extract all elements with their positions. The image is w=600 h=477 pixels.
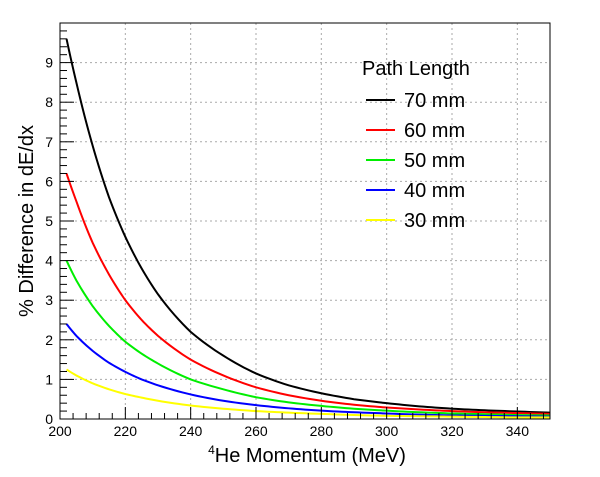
tick-labels: 200 220 240 260 280 300 320 340 0 1 2 3 4 5 6 7 8 9 [45,55,529,439]
y-tick-label: 8 [45,94,53,110]
y-tick-label: 0 [45,411,53,427]
legend-label: 30 mm [404,210,465,232]
x-tick-label: 300 [375,423,399,439]
y-tick-label: 3 [45,292,53,308]
axis-ticks [59,30,544,420]
series-line [65,38,551,414]
legend-title: Path Length [362,58,470,80]
x-tick-label: 340 [506,423,530,439]
series-line [65,260,551,417]
x-axis-title-main: He Momentum (MeV) [215,445,406,467]
y-tick-label: 9 [45,55,53,71]
x-tick-label: 280 [310,423,334,439]
legend-label: 60 mm [404,120,465,142]
x-tick-label: 240 [179,423,203,439]
x-axis-title: 4He Momentum (MeV) [208,443,406,467]
y-tick-label: 2 [45,332,53,348]
x-axis-title-superscript: 4 [208,443,215,457]
legend: Path Length 70 mm 60 mm 50 mm 40 mm 30 mm [362,58,470,232]
y-tick-label: 6 [45,173,53,189]
y-tick-label: 1 [45,371,53,387]
legend-label: 70 mm [404,90,465,112]
y-tick-label: 7 [45,134,53,150]
legend-label: 50 mm [404,150,465,172]
y-tick-label: 5 [45,213,53,229]
grid [60,23,550,419]
series-line [65,323,551,418]
x-tick-label: 220 [114,423,138,439]
x-tick-label: 320 [440,423,464,439]
x-tick-label: 260 [244,423,268,439]
y-tick-label: 4 [45,253,53,269]
y-axis-title: % Difference in dE/dx [16,125,38,317]
x-tick-label: 200 [48,423,72,439]
curves [65,38,551,419]
legend-label: 40 mm [404,180,465,202]
